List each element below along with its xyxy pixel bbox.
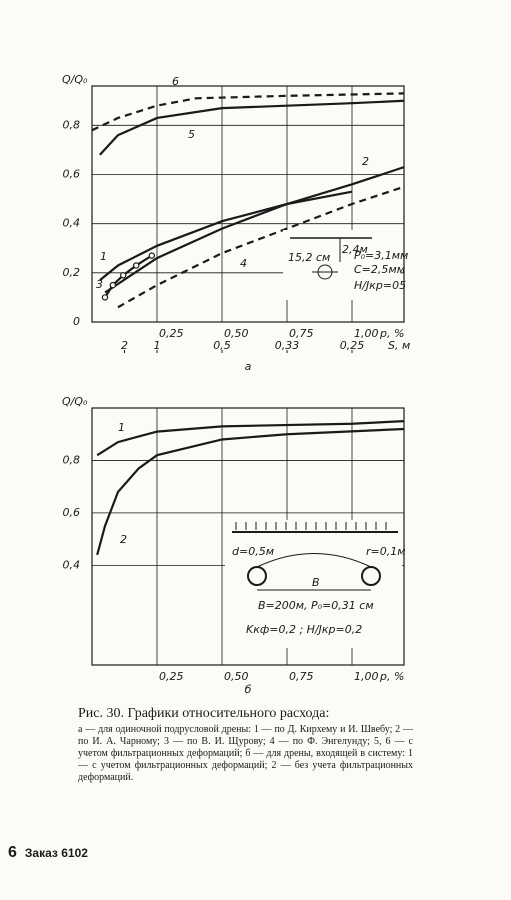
rain	[235, 522, 387, 530]
series-label: 5	[188, 128, 195, 141]
inset-text: P₀=3,1мм	[354, 249, 408, 262]
inset-text: B	[312, 576, 320, 589]
series-label: 4	[240, 257, 247, 270]
series-line	[96, 420, 405, 457]
order: Заказ 6102	[24, 846, 88, 860]
x-tick-label: 1,00	[354, 670, 379, 683]
y-tick-label: 0,6	[63, 506, 81, 519]
inset-text: B=200м, P₀=0,31 см	[258, 599, 374, 612]
series-label: 6	[172, 75, 179, 88]
series-label: 3	[96, 278, 103, 291]
plot-frame	[91, 407, 405, 666]
inset-text: H/Jкр=05	[354, 279, 406, 292]
x-axis-label: p, %	[379, 327, 404, 340]
point	[119, 272, 127, 279]
y-tick-label: 0,8	[63, 453, 81, 466]
y-tick-label: 0,8	[63, 118, 81, 131]
y-tick-label: 0,4	[63, 217, 81, 230]
x-tick-label: 0,75	[289, 670, 314, 683]
series-line	[117, 185, 405, 309]
x2-axis-label: S, м	[388, 339, 410, 352]
series-label: 1	[118, 421, 125, 434]
caption-title: Рис. 30. Графики относительного расхода:	[78, 706, 330, 721]
y-tick-label: 0,2	[63, 266, 81, 279]
x2-tick-label: 0,5	[213, 339, 231, 352]
inset-text: C=2,5мм	[354, 263, 405, 276]
y-tick-label: 0,6	[63, 168, 81, 181]
series-line	[91, 92, 405, 132]
inset-text: Kкф=0,2 ; H/Jкр=0,2	[246, 623, 362, 636]
series-label: 2	[120, 533, 127, 546]
x-tick-label: 0,25	[159, 670, 184, 683]
y-tick-label: 0	[73, 315, 80, 328]
series-line	[99, 190, 353, 282]
x-tick-label: 0,50	[224, 327, 249, 340]
point	[148, 252, 155, 259]
y-tick-label: 0,4	[63, 558, 81, 571]
footer: 6 Заказ 6102	[8, 844, 96, 862]
inset-text: r=0,1м	[366, 545, 406, 558]
figure-caption: а	[245, 360, 252, 373]
inset-bg	[283, 230, 400, 300]
inset-text: 15,2 см	[288, 251, 330, 264]
series-label: 2	[362, 155, 369, 168]
figure-caption: б	[245, 683, 252, 696]
x2-tick-label: 0,25	[340, 339, 365, 352]
x2-tick-label: 2	[121, 339, 128, 352]
inset-text: 2,4м	[342, 243, 368, 256]
point	[109, 281, 117, 289]
point	[101, 294, 109, 301]
x2-tick-label: 0,33	[275, 339, 300, 352]
x-axis-label: p, %	[379, 670, 404, 683]
x-tick-label: 0,75	[289, 327, 314, 340]
x2-tick-label: 1	[154, 339, 161, 352]
series-label: 1	[100, 250, 107, 263]
caption: Рис. 30. Графики относительного расхода:…	[78, 706, 413, 784]
caption-text: а — для одиночной подрусловой дрены: 1 —…	[78, 724, 413, 783]
inset-text: d=0,5м	[232, 545, 274, 558]
x-tick-label: 1,00	[354, 327, 379, 340]
point	[132, 262, 140, 269]
y-axis-label: Q/Q₀	[62, 73, 88, 86]
series-line	[104, 166, 405, 294]
y-axis-label: Q/Q₀	[62, 395, 88, 408]
water-table	[256, 553, 372, 568]
page-number: 6	[8, 844, 17, 861]
inset-b: d=0,5м r=0,1м B B=200м, P₀=0,31 см Kкф=0…	[225, 520, 406, 648]
x-tick-label: 0,50	[224, 670, 249, 683]
x-tick-label: 0,25	[159, 327, 184, 340]
inset-a: 15,2 см P₀=3,1мм C=2,5мм H/Jкр=05 2,4м	[283, 230, 408, 300]
series-line	[98, 99, 405, 156]
series-line	[96, 427, 405, 556]
